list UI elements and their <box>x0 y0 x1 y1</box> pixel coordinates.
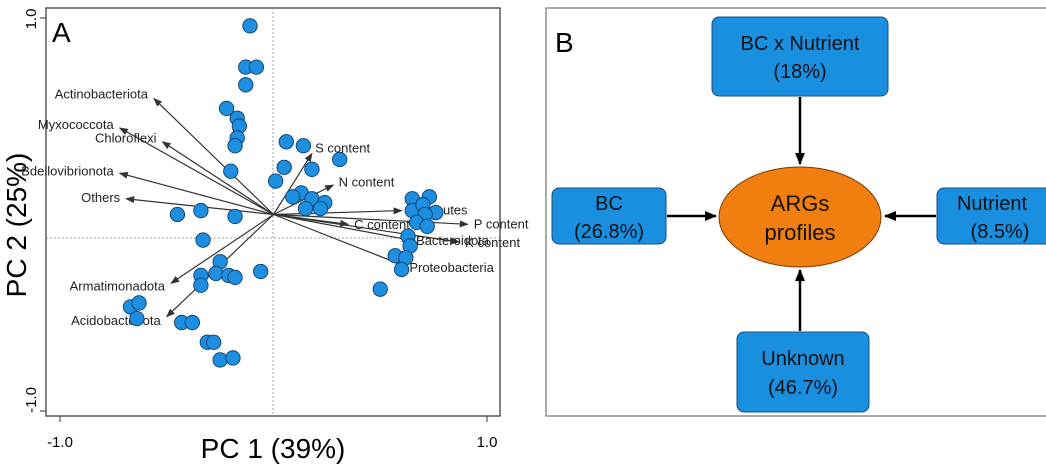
box-bc-x-nutrient: BC x Nutrient (18%) <box>711 16 889 97</box>
x-axis-title: PC 1 (39%) <box>201 433 346 464</box>
sample-point <box>225 350 241 366</box>
vector-label-acidobacteriota: Acidobacteriota <box>71 313 161 328</box>
sample-point <box>184 314 201 331</box>
vector-proteobacteria <box>273 213 405 267</box>
sample-point <box>208 265 224 282</box>
sample-point <box>297 200 314 217</box>
sample-point <box>131 295 147 311</box>
vector-label-n-content: N content <box>339 174 395 189</box>
vector-label-proteobacteria: Proteobacteria <box>409 260 494 275</box>
sample-point <box>267 173 284 189</box>
sample-point <box>195 232 211 248</box>
sample-point <box>212 352 228 368</box>
vector-chloroflexi <box>161 141 274 216</box>
box-bc-value: (26.8%) <box>574 221 644 243</box>
vector-s-content <box>272 152 313 215</box>
vector-armatimonadota <box>170 214 274 284</box>
y-tick-label-max: 1.0 <box>23 9 40 30</box>
vector-label-k-content: K content <box>465 235 520 250</box>
sample-point <box>304 161 320 177</box>
x-tick-label-min: -1.0 <box>47 434 73 451</box>
panel-b: B BC x Nutrient (18%) BC (26.8%) Nutrien… <box>545 7 1046 417</box>
box-unknown-value: (46.7%) <box>768 377 838 399</box>
sample-point <box>278 134 294 150</box>
box-bc: BC (26.8%) <box>551 187 667 245</box>
center-args-profiles: ARGs profiles <box>718 166 882 268</box>
box-bc-x-nutrient-title: BC x Nutrient <box>741 33 860 55</box>
sample-point <box>393 261 410 278</box>
sample-point <box>227 269 243 286</box>
sample-point <box>419 218 435 234</box>
sample-point <box>276 159 292 175</box>
sample-point <box>227 138 243 154</box>
sample-point <box>223 163 239 179</box>
vector-myxococcota <box>118 127 274 216</box>
vector-label-myxococcota: Myxococcota <box>38 117 115 132</box>
vector-label-others: Others <box>81 190 121 205</box>
x-tick-label-max: 1.0 <box>477 434 498 451</box>
sample-point <box>332 151 348 168</box>
sample-point <box>218 100 235 117</box>
y-tick-label-min: -1.0 <box>23 387 40 413</box>
panel-b-letter: B <box>555 27 574 58</box>
vector-label-p-content: P content <box>474 217 529 232</box>
sample-point <box>242 18 258 34</box>
sample-point <box>285 189 301 205</box>
vector-label-bacteroidota: Bacteroidota <box>416 233 490 248</box>
vector-firmicutes <box>273 207 403 216</box>
box-nutrient: Nutrient (8.5%) <box>936 187 1046 245</box>
sample-point <box>193 277 209 293</box>
box-bc-title: BC <box>595 193 623 215</box>
vector-label-s-content: S content <box>315 141 370 156</box>
vector-bdellovibrionota <box>118 171 274 216</box>
sample-point <box>295 138 312 154</box>
vector-label-actinobacteriota: Actinobacteriota <box>55 86 149 101</box>
sample-point <box>372 281 388 297</box>
sample-point <box>227 208 243 225</box>
panel-a: -1.0 1.0 1.0 -1.0 PC 1 (39%) PC 2 (25%) … <box>1 7 529 464</box>
vector-bacteroidota <box>273 213 412 243</box>
sample-points <box>122 18 444 368</box>
vector-label-bdellovibrionota: Bdellovibrionota <box>21 164 114 179</box>
sample-point <box>238 77 254 93</box>
sample-point <box>253 263 269 280</box>
sample-point <box>312 200 329 217</box>
y-axis-title: PC 2 (25%) <box>1 153 32 298</box>
center-title-line2: profiles <box>765 220 836 245</box>
box-bc-x-nutrient-value: (18%) <box>773 61 826 83</box>
center-title-line1: ARGs <box>771 191 830 216</box>
box-nutrient-title: Nutrient <box>957 193 1027 215</box>
sample-point <box>169 206 186 223</box>
sample-point <box>206 334 222 350</box>
box-nutrient-value: (8.5%) <box>971 221 1030 243</box>
vector-label-chloroflexi: Chloroflexi <box>95 131 157 146</box>
vector-label-c-content: C content <box>354 217 410 232</box>
box-unknown-title: Unknown <box>761 348 844 370</box>
vector-c-content <box>273 213 350 227</box>
sample-point <box>248 59 265 75</box>
panel-a-letter: A <box>52 17 71 48</box>
sample-point <box>193 202 209 219</box>
sample-point <box>129 310 145 327</box>
vector-actinobacteriota <box>153 97 274 215</box>
vector-label-armatimonadota: Armatimonadota <box>70 279 166 294</box>
box-unknown: Unknown (46.7%) <box>736 331 870 413</box>
